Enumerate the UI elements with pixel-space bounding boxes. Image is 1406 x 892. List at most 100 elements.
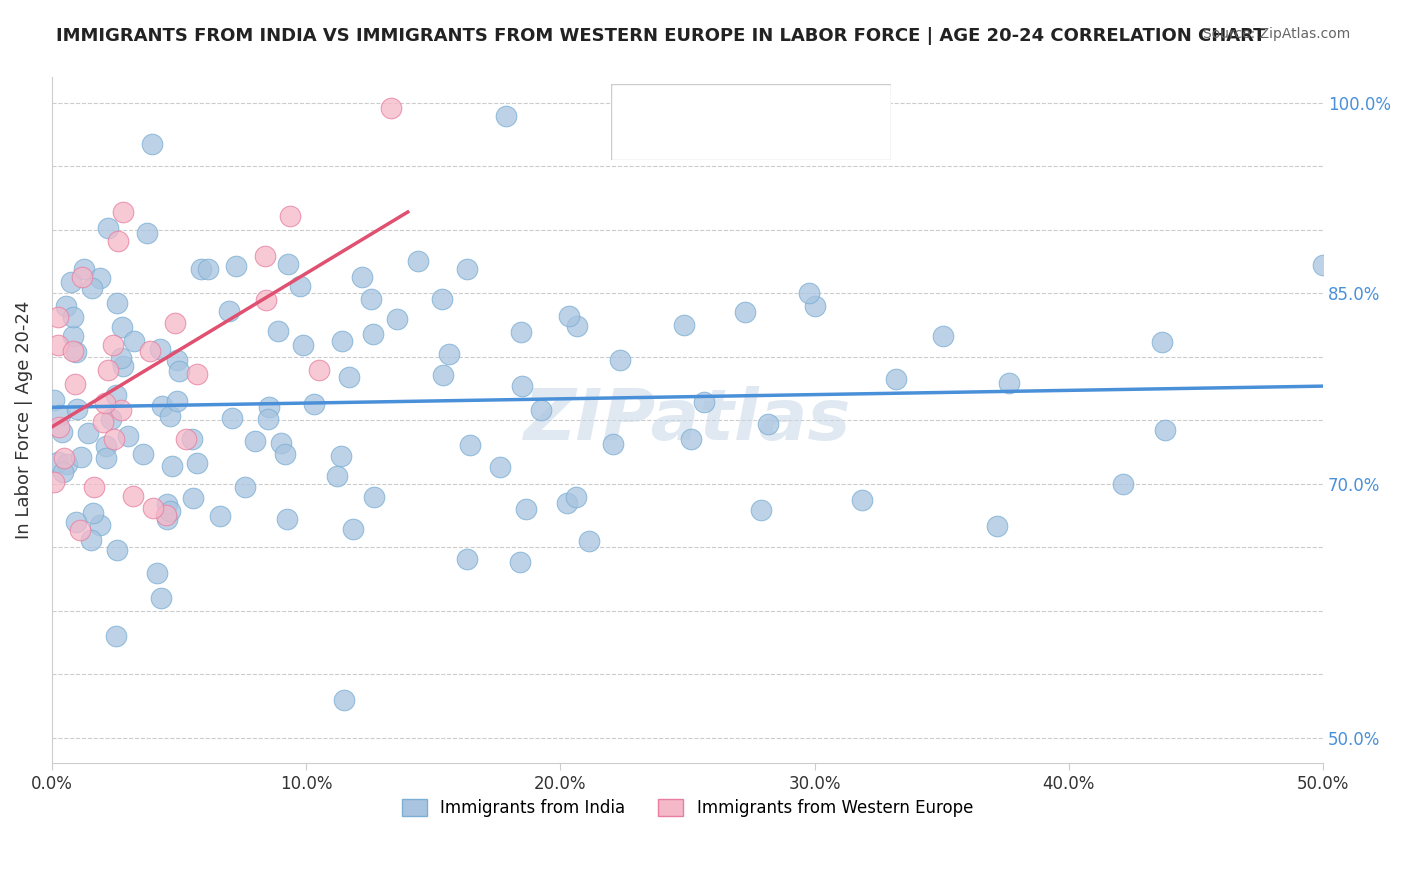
- Point: [141, 136, 163, 151]
- Point: [142, 501, 165, 516]
- Point: [218, 303, 240, 318]
- Point: [165, 316, 187, 330]
- Point: [111, 359, 134, 374]
- Point: [63, 376, 86, 391]
- Point: [59, 275, 82, 289]
- Point: [932, 329, 955, 343]
- Point: [266, 325, 288, 339]
- Point: [756, 417, 779, 431]
- Point: [509, 325, 531, 339]
- Point: [342, 523, 364, 537]
- Point: [122, 489, 145, 503]
- Point: [159, 503, 181, 517]
- Point: [221, 411, 243, 425]
- Point: [555, 496, 578, 510]
- Point: [166, 353, 188, 368]
- Point: [672, 318, 695, 332]
- Text: IMMIGRANTS FROM INDIA VS IMMIGRANTS FROM WESTERN EUROPE IN LABOR FORCE | AGE 20-: IMMIGRANTS FROM INDIA VS IMMIGRANTS FROM…: [56, 27, 1265, 45]
- Point: [48, 338, 70, 352]
- Point: [509, 556, 531, 570]
- Point: [679, 432, 702, 446]
- Point: [437, 347, 460, 361]
- Point: [186, 367, 208, 381]
- Point: [186, 456, 208, 470]
- Point: [169, 364, 191, 378]
- Point: [997, 376, 1019, 391]
- Point: [749, 503, 772, 517]
- Point: [100, 412, 122, 426]
- Point: [46, 310, 69, 324]
- Point: [578, 533, 600, 548]
- Point: [52, 465, 75, 479]
- Point: [884, 372, 907, 386]
- Point: [111, 205, 134, 219]
- Point: [62, 329, 84, 343]
- Point: [139, 343, 162, 358]
- Point: [333, 693, 356, 707]
- Point: [609, 353, 631, 368]
- Point: [94, 439, 117, 453]
- Point: [150, 399, 173, 413]
- Point: [103, 338, 125, 352]
- Point: [97, 221, 120, 235]
- Point: [254, 293, 277, 307]
- Point: [208, 509, 231, 524]
- Point: [243, 434, 266, 449]
- Point: [693, 395, 716, 409]
- Point: [89, 271, 111, 285]
- Point: [117, 428, 139, 442]
- Point: [380, 101, 402, 115]
- Point: [56, 458, 79, 472]
- Point: [107, 234, 129, 248]
- Point: [111, 319, 134, 334]
- Point: [432, 368, 454, 382]
- Point: [290, 279, 312, 293]
- Point: [360, 293, 382, 307]
- Point: [70, 450, 93, 464]
- Point: [270, 436, 292, 450]
- Point: [110, 351, 132, 365]
- Point: [150, 591, 173, 605]
- Point: [406, 254, 429, 268]
- Point: [456, 261, 478, 276]
- Point: [70, 269, 93, 284]
- Point: [277, 257, 299, 271]
- Point: [734, 305, 756, 319]
- Point: [986, 519, 1008, 533]
- Point: [302, 397, 325, 411]
- Point: [233, 480, 256, 494]
- Point: [257, 400, 280, 414]
- Point: [529, 403, 551, 417]
- Point: [337, 370, 360, 384]
- Point: [197, 262, 219, 277]
- Point: [1112, 476, 1135, 491]
- Point: [225, 259, 247, 273]
- Point: [385, 311, 408, 326]
- Point: [160, 458, 183, 473]
- Point: [602, 437, 624, 451]
- Point: [181, 432, 204, 446]
- Point: [190, 261, 212, 276]
- Point: [558, 309, 581, 323]
- Point: [89, 518, 111, 533]
- Point: [803, 299, 825, 313]
- Legend: Immigrants from India, Immigrants from Western Europe: Immigrants from India, Immigrants from W…: [395, 792, 980, 823]
- Point: [330, 334, 353, 349]
- Point: [82, 281, 104, 295]
- Point: [53, 451, 76, 466]
- Point: [430, 292, 453, 306]
- Point: [105, 296, 128, 310]
- Point: [159, 409, 181, 423]
- Point: [257, 412, 280, 426]
- Point: [73, 262, 96, 277]
- Point: [181, 491, 204, 505]
- Point: [104, 388, 127, 402]
- Point: [352, 269, 374, 284]
- Point: [363, 490, 385, 504]
- Point: [292, 337, 315, 351]
- Point: [1312, 258, 1334, 272]
- Point: [94, 396, 117, 410]
- Point: [145, 566, 167, 580]
- Point: [97, 363, 120, 377]
- Point: [308, 363, 330, 377]
